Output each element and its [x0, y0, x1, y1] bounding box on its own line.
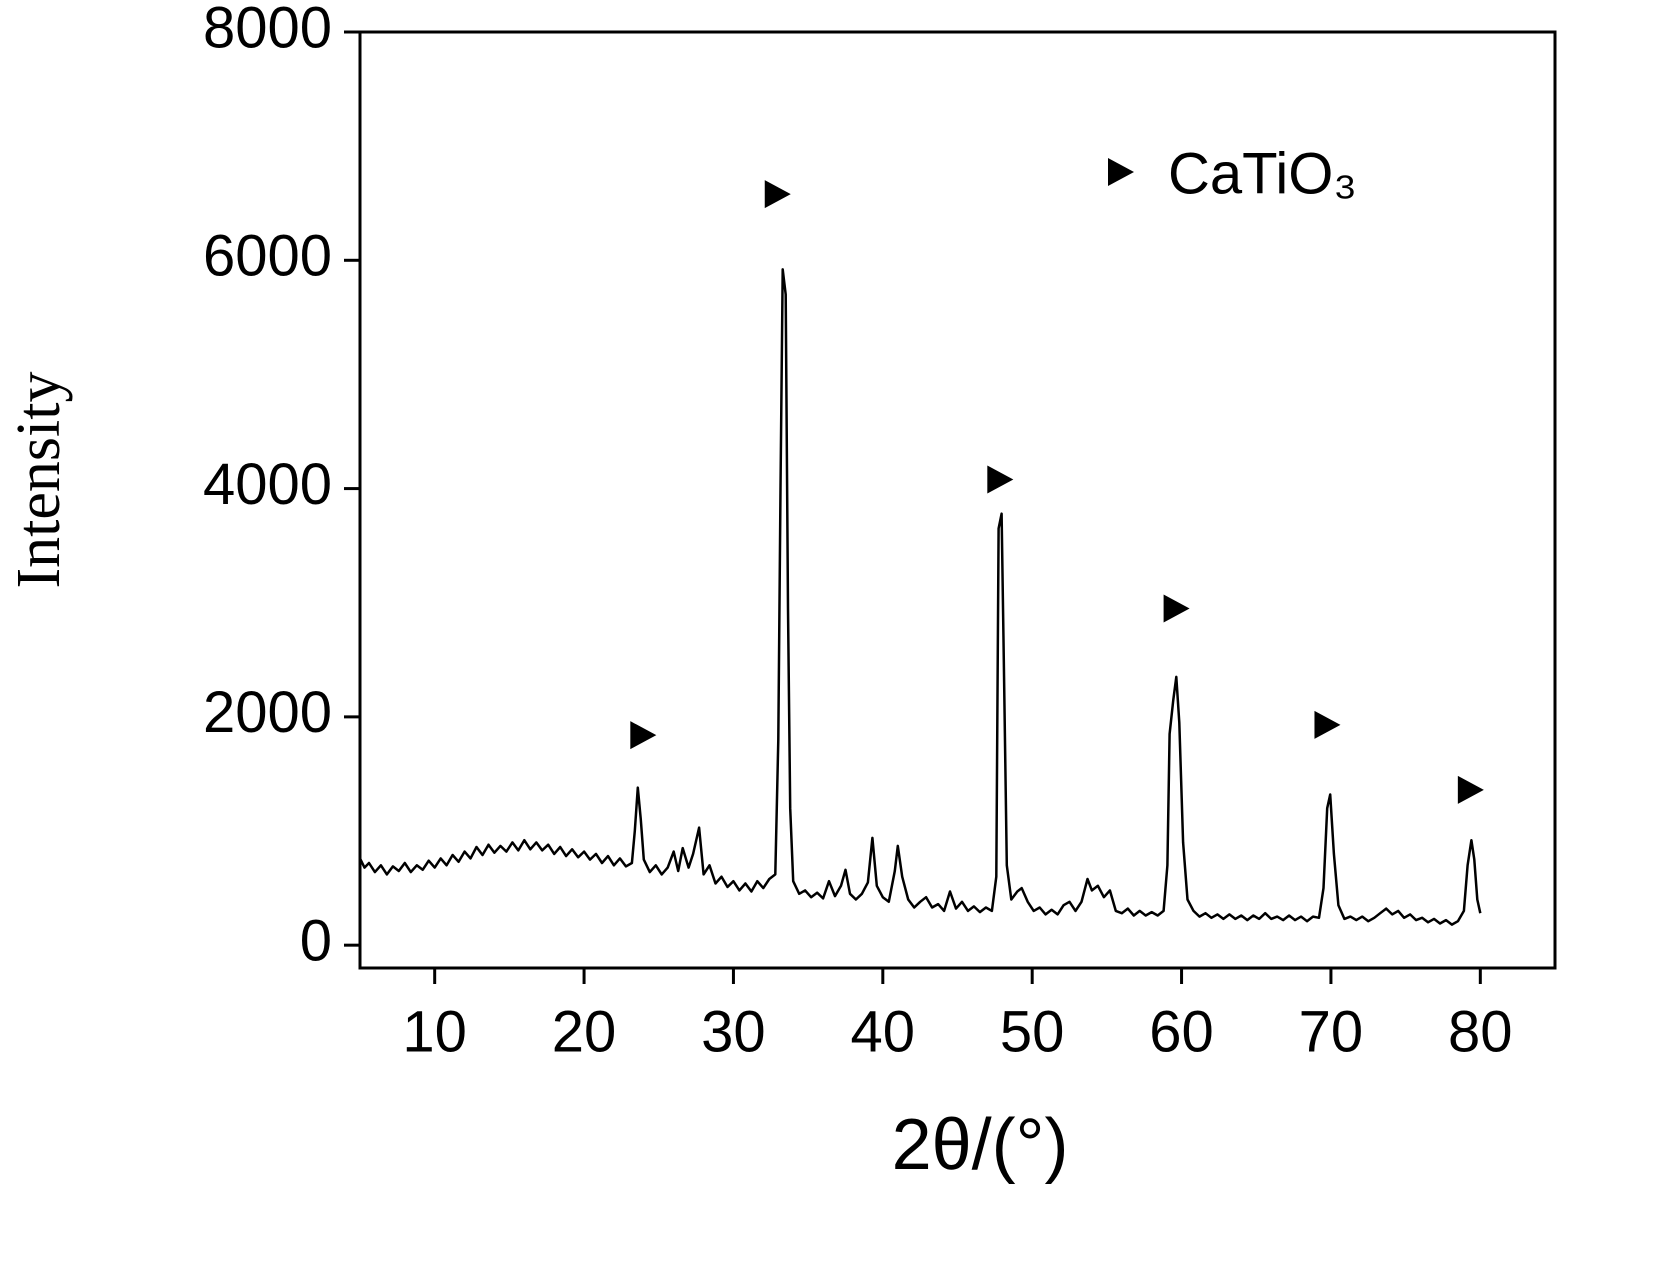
- x-tick-label: 30: [701, 999, 766, 1064]
- y-tick-label: 4000: [203, 452, 332, 517]
- data-line: [358, 268, 1482, 926]
- peak-marker: [987, 465, 1014, 494]
- y-tick-label: 8000: [203, 0, 332, 60]
- x-tick-label: 40: [851, 999, 916, 1064]
- x-tick-label: 80: [1448, 999, 1513, 1064]
- plot-frame: [358, 30, 1557, 970]
- peak-marker: [630, 721, 657, 750]
- legend-symbol: [1108, 158, 1134, 186]
- peak-marker: [1457, 775, 1484, 804]
- x-tick-label: 60: [1149, 999, 1214, 1064]
- x-axis-label: 2θ/(°): [892, 1105, 1069, 1185]
- y-tick-label: 6000: [203, 224, 332, 289]
- y-tick-label: 2000: [203, 680, 332, 745]
- x-tick-label: 70: [1299, 999, 1364, 1064]
- y-tick-label: 0: [300, 908, 332, 973]
- peak-marker: [764, 180, 791, 209]
- x-tick-label: 10: [402, 999, 467, 1064]
- peak-marker: [1163, 594, 1190, 623]
- y-axis-label: Intensity: [5, 372, 73, 589]
- x-tick-label: 50: [1000, 999, 1065, 1064]
- legend-label: CaTiO₃: [1168, 141, 1357, 206]
- x-tick-label: 20: [552, 999, 617, 1064]
- peak-marker: [1314, 710, 1341, 739]
